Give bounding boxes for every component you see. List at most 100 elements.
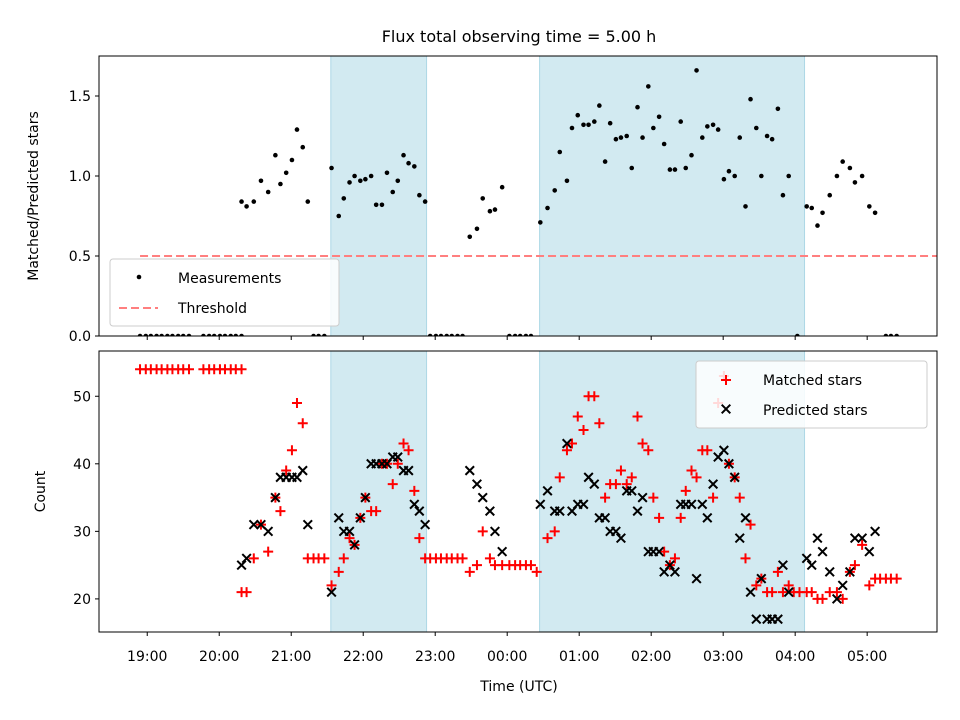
matched-star-point (708, 492, 719, 503)
predicted-star-point (729, 472, 740, 483)
y-tick-label: 0.5 (69, 249, 91, 265)
y-tick-label: 50 (73, 389, 91, 405)
matched-star-point (686, 465, 697, 476)
matched-star-point (572, 411, 583, 422)
measurement-point (795, 333, 800, 336)
matched-star-point (464, 566, 475, 577)
measurement-point (316, 333, 321, 336)
predicted-star-point (697, 499, 708, 510)
measurement-point (278, 181, 283, 187)
measurement-point (329, 165, 334, 171)
predicted-star-point (654, 546, 665, 557)
predicted-star-point (723, 458, 734, 469)
measurement-point (341, 196, 347, 201)
predicted-star-point (561, 438, 572, 449)
measurement-point (373, 202, 379, 208)
measurement-point (726, 168, 732, 174)
legend-matched-marker (721, 375, 731, 385)
predicted-star-point (751, 614, 762, 625)
x-tick-label: 00:00 (487, 649, 527, 665)
predicted-star-point (664, 560, 675, 571)
measurement-point (847, 165, 853, 171)
measurement-point (211, 333, 217, 336)
y-axis-label: Count (33, 470, 49, 512)
matched-star-point (849, 560, 860, 571)
x-tick-label: 20:00 (199, 649, 239, 665)
measurement-point (305, 199, 311, 204)
measurement-point (143, 333, 149, 336)
measurement-point (433, 333, 439, 336)
measurement-point (764, 133, 770, 139)
measurement-point (737, 135, 743, 140)
matched-star-point (648, 492, 659, 503)
measurement-point (517, 333, 523, 336)
measurement-point (422, 199, 428, 204)
measurement-point (715, 127, 721, 132)
measurement-point (460, 333, 465, 336)
matched-star-point (675, 512, 686, 523)
shaded-interval-1 (330, 55, 428, 337)
measurement-point (154, 333, 159, 336)
measurement-point (148, 333, 154, 336)
measurement-point (753, 125, 759, 131)
legend-measurement-label: Measurements (178, 271, 281, 287)
x-tick-label: 22:00 (343, 649, 383, 665)
y-axis-label: Matched/Predicted stars (26, 111, 42, 281)
matched-star-point (632, 411, 643, 422)
measurement-point (569, 125, 575, 131)
x-tick-label: 21:00 (271, 649, 311, 665)
measurement-point (363, 176, 368, 182)
measurement-point (352, 173, 357, 179)
measurement-point (186, 333, 192, 336)
predicted-star-point (344, 526, 355, 537)
measurement-point (427, 333, 433, 336)
matched-star-point (236, 364, 247, 375)
predicted-star-point (392, 452, 403, 463)
measurement-point (545, 205, 550, 211)
matched-star-point (566, 438, 577, 449)
matched-star-point (600, 492, 611, 503)
matched-star-point (691, 472, 702, 483)
predicted-star-point (263, 526, 274, 537)
measurement-point (759, 173, 764, 179)
predicted-star-point (477, 492, 488, 503)
matched-star-point (589, 391, 600, 402)
matched-star-point (864, 580, 875, 591)
measurement-point (867, 204, 872, 209)
x-tick-label: 02:00 (631, 649, 671, 665)
measurement-point (384, 170, 390, 176)
predicted-star-point (777, 560, 788, 571)
predicted-star-point (686, 499, 697, 510)
predicted-star-point (578, 499, 589, 510)
x-axis-label: Time (UTC) (479, 679, 557, 695)
measurement-point (834, 173, 840, 179)
predicted-star-point (270, 492, 281, 503)
matched-star-point (326, 580, 337, 591)
predicted-star-point (831, 593, 842, 604)
axes-frame (98, 55, 938, 337)
measurement-point (336, 213, 342, 219)
predicted-star-point (542, 485, 553, 496)
measurement-point (613, 136, 619, 142)
x-tick-label: 03:00 (703, 649, 743, 665)
matched-star-point (286, 445, 297, 456)
measurement-point (646, 84, 651, 89)
measurement-point (228, 333, 234, 336)
measurement-point (239, 199, 244, 204)
measurement-point (732, 173, 737, 179)
predicted-star-point (756, 573, 767, 584)
predicted-star-point (535, 499, 546, 510)
matched-star-point (338, 553, 349, 564)
predicted-star-point (817, 546, 828, 557)
matched-star-point (621, 479, 632, 490)
legend-predicted-marker (720, 403, 732, 415)
measurement-point (597, 103, 602, 108)
matched-star-point (578, 425, 589, 436)
measurement-point (721, 176, 727, 182)
predicted-star-point (637, 492, 648, 503)
measurement-point (775, 106, 781, 112)
matched-star-point (806, 587, 817, 598)
x-tick-label: 05:00 (847, 649, 887, 665)
matched-star-point (531, 566, 542, 577)
measurement-point (672, 167, 678, 172)
